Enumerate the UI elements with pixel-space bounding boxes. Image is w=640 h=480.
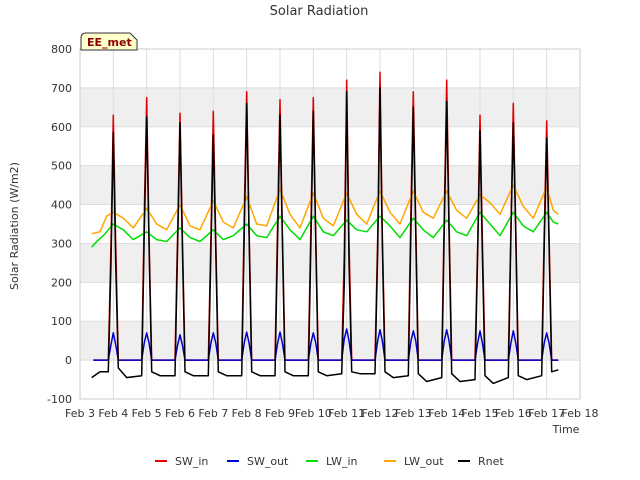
legend-label-lw-in: LW_in (326, 455, 358, 468)
plot-band (80, 87, 580, 127)
plot-frame (79, 48, 581, 400)
legend-label-sw-out: SW_out (247, 455, 289, 468)
plot-band (80, 165, 580, 205)
plot-band (80, 321, 580, 361)
x-tick-label: Feb 14 (428, 407, 465, 420)
y-tick-label: -100 (47, 393, 72, 406)
series-line-sw-out (93, 328, 559, 361)
x-tick-label: Feb 16 (495, 407, 532, 420)
x-tick-label: Feb 17 (528, 407, 565, 420)
series-line-lw-in (91, 211, 559, 248)
series-lines (91, 71, 559, 385)
x-tick-label: Feb 9 (265, 407, 295, 420)
x-tick-label: Feb 7 (198, 407, 228, 420)
chart-title: Solar Radiation (270, 4, 369, 19)
x-tick-label: Feb 11 (328, 407, 365, 420)
y-axis-label: Solar Radiation (W/m2) (8, 162, 21, 290)
x-tick-label: Feb 10 (295, 407, 332, 420)
x-tick-label: Feb 18 (562, 407, 599, 420)
x-tick-label: Feb 3 (65, 407, 95, 420)
y-tick-label: 0 (65, 354, 72, 367)
x-tick-label: Feb 6 (165, 407, 195, 420)
x-tick-labels: Feb 3 Feb 4 Feb 5 Feb 6 Feb 7 Feb 8 Feb 9 Feb 1… (65, 407, 598, 420)
y-tick-label: 200 (51, 276, 72, 289)
legend-label-rnet: Rnet (478, 455, 504, 468)
x-tick-label: Feb 5 (132, 407, 162, 420)
plot-band (80, 360, 580, 399)
y-tick-label: 400 (51, 199, 72, 212)
x-axis-label: Time (552, 423, 580, 436)
y-tick-label: 700 (51, 82, 72, 95)
y-tick-label: 800 (51, 43, 72, 56)
y-tick-label: 100 (51, 315, 72, 328)
x-tick-label: Feb 12 (362, 407, 399, 420)
plot-band (80, 126, 580, 166)
x-tick-label: Feb 4 (98, 407, 128, 420)
legend: SW_in SW_out LW_in LW_out Rnet (155, 455, 504, 468)
plot-band (80, 49, 580, 88)
series-line-rnet (91, 87, 559, 385)
y-tick-label: 300 (51, 237, 72, 250)
legend-label-sw-in: SW_in (175, 455, 208, 468)
plot-band (80, 282, 580, 322)
y-tick-label: 500 (51, 160, 72, 173)
y-tick-label: 600 (51, 121, 72, 134)
plot-band (80, 243, 580, 283)
site-badge: EE_met (80, 32, 138, 51)
legend-label-lw-out: LW_out (404, 455, 444, 468)
y-tick-labels: -100 0 100 200 300 400 500 600 700 800 (47, 43, 72, 406)
x-tick-label: Feb 8 (232, 407, 262, 420)
series-line-lw-out (91, 184, 559, 235)
site-badge-label: EE_met (87, 36, 132, 49)
x-tick-label: Feb 13 (395, 407, 432, 420)
x-tick-label: Feb 15 (462, 407, 499, 420)
